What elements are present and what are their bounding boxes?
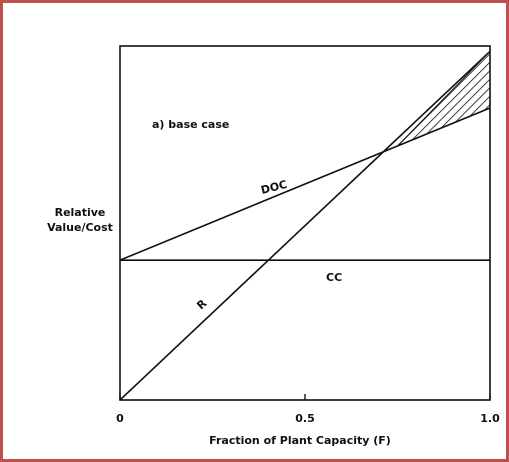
series-label-r: R [194,297,209,313]
x-tick-label: 0 [116,412,124,425]
series-line-r [119,50,491,401]
hatched-region [397,50,491,147]
panel-label: a) base case [152,118,229,131]
series-label-doc: DOC [260,178,289,197]
y-axis-label-line2: Value/Cost [47,221,113,234]
x-tick-label: 0.5 [295,412,315,425]
x-tick-label: 1.0 [480,412,500,425]
series-line-doc [119,107,491,261]
y-axis-label-line1: Relative [55,206,106,219]
x-axis-label: Fraction of Plant Capacity (F) [209,434,391,447]
series-label-cc: CC [326,271,342,284]
